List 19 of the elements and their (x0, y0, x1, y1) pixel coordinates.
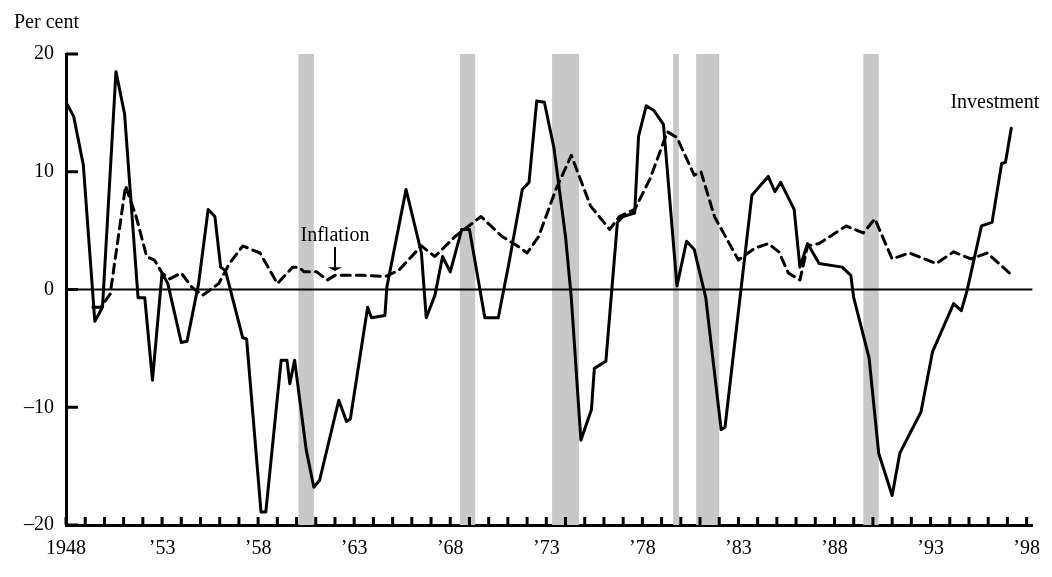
x-tick-label: ’98 (1013, 536, 1040, 559)
y-tick-label: 20 (34, 41, 54, 64)
x-tick-label: ’78 (629, 536, 656, 559)
x-tick-label: ’58 (244, 536, 272, 559)
x-tick-label: ’63 (340, 536, 368, 559)
series-label: Investment (950, 90, 1040, 113)
x-tick-label: ’83 (725, 536, 752, 559)
x-tick-label: ’88 (821, 536, 848, 559)
y-tick-label: 0 (44, 276, 54, 299)
x-tick-label: ’53 (148, 536, 176, 559)
y-tick-label: 10 (34, 159, 54, 181)
y-tick-label: –20 (23, 512, 54, 535)
x-tick-label: ’73 (532, 536, 560, 559)
y-axis-title: Per cent (14, 10, 80, 32)
x-tick-label: ’68 (436, 536, 464, 559)
x-tick-label: 1948 (46, 536, 86, 559)
y-tick-label: –10 (23, 394, 54, 417)
series-label: Inflation (300, 223, 370, 246)
x-tick-label: ’93 (917, 536, 944, 559)
